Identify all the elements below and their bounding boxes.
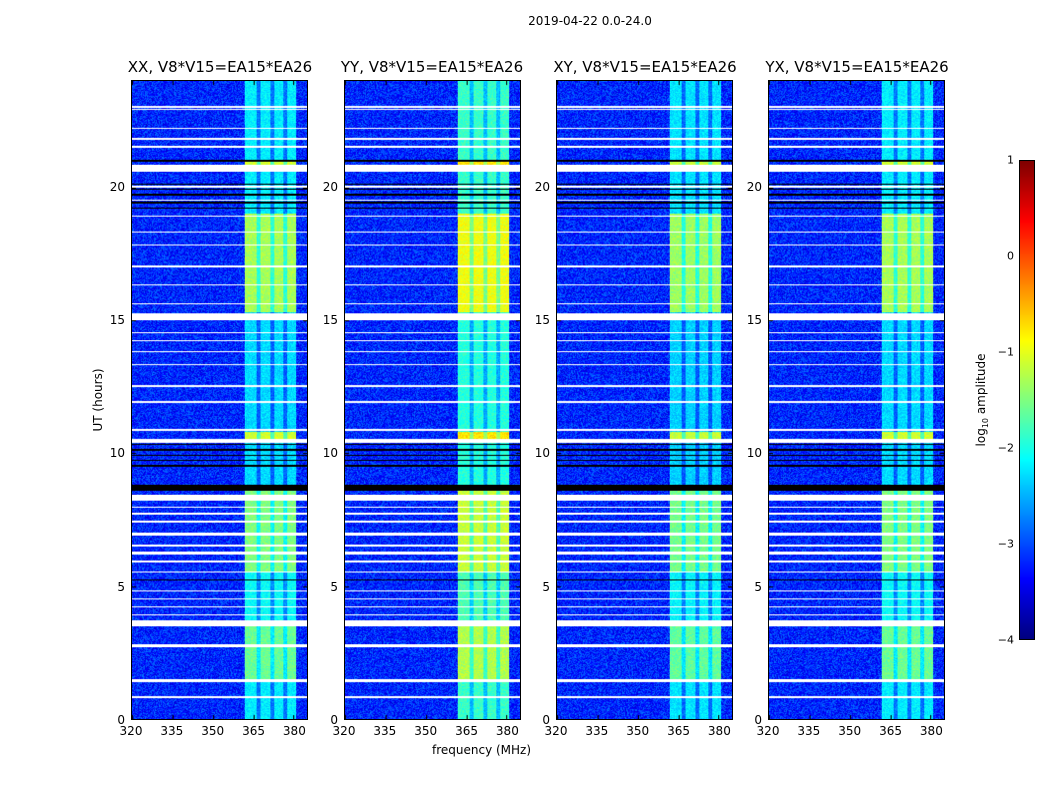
x-tick-label: 320 xyxy=(544,724,568,738)
x-axis-label: frequency (MHz) xyxy=(432,743,532,757)
y-tick-label: 5 xyxy=(330,579,338,594)
heatmap-panel-xx xyxy=(131,80,308,720)
y-tick-label: 0 xyxy=(330,713,338,727)
y-tick-label: 10 xyxy=(746,446,762,461)
y-tick-label: 5 xyxy=(542,579,550,594)
y-axis-label: UT (hours) xyxy=(91,368,105,432)
colorbar-tick-label: 1 xyxy=(1007,153,1014,167)
x-tick-label: 335 xyxy=(373,724,397,738)
x-tick-label: 380 xyxy=(495,724,519,738)
x-tick-label: 335 xyxy=(160,724,184,738)
heatmap-panel-yy xyxy=(344,80,521,720)
panel-title-xx: XX, V8*V15=EA15*EA26 xyxy=(127,58,313,76)
y-tick-label: 0 xyxy=(754,713,762,727)
x-tick-label: 320 xyxy=(332,724,356,738)
heatmap-panel-xy xyxy=(556,80,733,720)
x-tick-label: 335 xyxy=(585,724,609,738)
y-tick-label: 0 xyxy=(117,713,125,727)
x-tick-label: 380 xyxy=(707,724,731,738)
y-tick-label: 15 xyxy=(109,313,125,327)
x-tick-label: 365 xyxy=(242,724,265,738)
y-tick-label: 20 xyxy=(109,179,125,194)
colorbar-tick-label: −4 xyxy=(997,633,1014,647)
heatmap-panel-yx xyxy=(768,80,945,720)
y-tick-label: 0 xyxy=(542,713,550,727)
y-tick-label: 20 xyxy=(534,179,550,194)
x-tick-label: 335 xyxy=(797,724,821,738)
y-tick-label: 10 xyxy=(109,446,125,461)
colorbar-tick-label: −3 xyxy=(997,537,1014,551)
panel-title-xy: XY, V8*V15=EA15*EA26 xyxy=(553,58,737,76)
x-tick-label: 380 xyxy=(282,724,306,738)
x-tick-label: 350 xyxy=(414,724,438,738)
x-tick-label: 365 xyxy=(667,724,690,738)
colorbar-tick-label: 0 xyxy=(1007,249,1014,263)
y-tick-label: 15 xyxy=(322,313,338,327)
x-tick-label: 365 xyxy=(455,724,478,738)
colorbar xyxy=(1019,160,1035,640)
x-tick-label: 320 xyxy=(756,724,780,738)
panel-title-yy: YY, V8*V15=EA15*EA26 xyxy=(340,58,524,76)
y-tick-label: 10 xyxy=(534,446,550,461)
y-tick-label: 15 xyxy=(746,313,762,327)
x-tick-label: 350 xyxy=(838,724,862,738)
figure-title: 2019-04-22 0.0-24.0 xyxy=(528,14,652,28)
panel-title-yx: YX, V8*V15=EA15*EA26 xyxy=(765,58,949,76)
x-tick-label: 350 xyxy=(626,724,650,738)
x-tick-label: 350 xyxy=(201,724,225,738)
y-tick-label: 15 xyxy=(534,313,550,327)
colorbar-tick-label: −2 xyxy=(997,441,1014,455)
x-tick-label: 380 xyxy=(919,724,943,738)
x-tick-label: 320 xyxy=(119,724,143,738)
y-tick-label: 20 xyxy=(746,179,762,194)
y-tick-label: 5 xyxy=(754,579,762,594)
colorbar-tick-label: −1 xyxy=(997,345,1014,359)
colorbar-label: log10 amplitude xyxy=(973,353,991,447)
y-tick-label: 10 xyxy=(322,446,338,461)
x-tick-label: 365 xyxy=(879,724,902,738)
y-tick-label: 5 xyxy=(117,579,125,594)
y-tick-label: 20 xyxy=(322,179,338,194)
